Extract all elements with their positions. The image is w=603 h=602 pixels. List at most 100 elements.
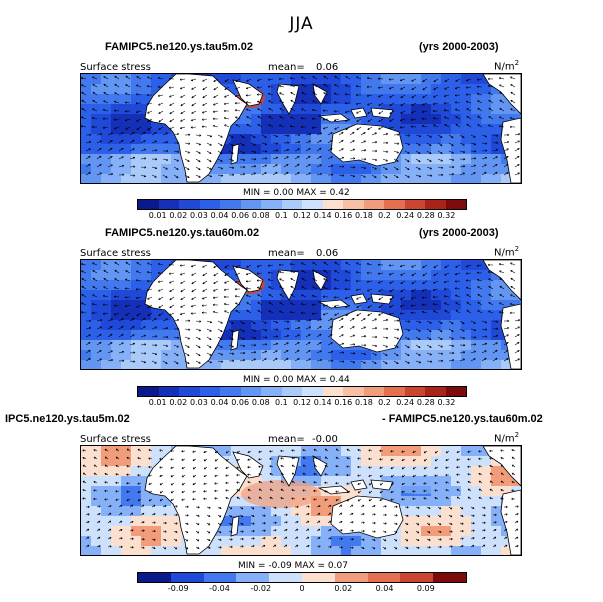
colorbar-swatch	[302, 387, 323, 396]
colorbar-swatch	[240, 200, 261, 209]
colorbar-tick-label: 0.06	[231, 211, 250, 220]
colorbar-swatch	[269, 573, 302, 582]
colorbar-swatch	[220, 387, 241, 396]
colorbar-tick-label: 0.28	[416, 211, 435, 220]
panel1-min-max: MIN = 0.00 MAX = 0.42	[243, 188, 350, 198]
colorbar-swatch	[138, 573, 171, 582]
colorbar-tick-label: 0.01	[148, 398, 167, 407]
colorbar-tick-label: 0.02	[334, 584, 353, 593]
panel2-map	[80, 259, 522, 370]
colorbar-tick-label: 0.03	[189, 398, 208, 407]
colorbar-swatch	[199, 200, 220, 209]
colorbar-swatch	[334, 573, 368, 582]
panel1-mean-value: 0.06	[316, 62, 339, 73]
colorbar-swatch	[363, 200, 384, 209]
colorbar-tick-label: 0.01	[148, 211, 167, 220]
colorbar-tick-label: 0.2	[378, 211, 391, 220]
colorbar-tick-label: 0.18	[354, 211, 373, 220]
colorbar-tick-label: 0.08	[251, 398, 270, 407]
colorbar-swatch	[302, 200, 323, 209]
colorbar-tick-label: 0.03	[189, 211, 208, 220]
panel2-colorbar-ticks: 0.01 0.02 0.03 0.04 0.06 0.08 0.1 0.12 0.14 0.16 0…	[137, 398, 467, 408]
panel2-mean-value: 0.06	[316, 248, 339, 259]
colorbar-swatch	[322, 200, 343, 209]
panel1-colorbar	[137, 199, 467, 210]
panel2-min-max: MIN = 0.00 MAX = 0.44	[243, 375, 350, 385]
colorbar-swatch	[240, 387, 261, 396]
colorbar-swatch	[236, 573, 270, 582]
colorbar-swatch	[384, 200, 405, 209]
colorbar-tick-label: 0.32	[437, 398, 456, 407]
colorbar-swatch	[220, 200, 241, 209]
colorbar-tick-label: 0.04	[210, 398, 229, 407]
colorbar-swatch	[445, 387, 466, 396]
panel2-field-label: Surface stress	[80, 248, 151, 259]
colorbar-tick-label: 0.02	[169, 398, 188, 407]
colorbar-tick-label: 0.08	[251, 211, 270, 220]
panel2-years: (yrs 2000-2003)	[419, 227, 499, 239]
panel3-colorbar-ticks: -0.09 -0.04 -0.02 0 0.02 0.04 0.09	[137, 584, 467, 594]
colorbar-tick-label: 0.04	[210, 211, 229, 220]
colorbar-tick-label: 0	[299, 584, 305, 593]
panel3-units: N/m2	[494, 431, 520, 445]
colorbar-tick-label: 0.16	[334, 211, 353, 220]
colorbar-tick-label: 0.28	[416, 398, 435, 407]
panel2-colorbar	[137, 386, 467, 397]
panel1-field-label: Surface stress	[80, 62, 151, 73]
colorbar-swatch	[179, 200, 200, 209]
colorbar-swatch	[384, 387, 405, 396]
panel2-case-label: FAMIPC5.ne120.ys.tau60m.02	[105, 227, 260, 239]
colorbar-swatch	[433, 573, 466, 582]
colorbar-swatch	[322, 387, 343, 396]
colorbar-swatch	[367, 573, 401, 582]
panel3-case-label-left: IPC5.ne120.ys.tau5m.02	[5, 413, 130, 425]
colorbar-swatch	[404, 200, 425, 209]
panel3-colorbar	[137, 572, 467, 583]
colorbar-swatch	[363, 387, 384, 396]
colorbar-swatch	[138, 387, 159, 396]
panel1-mean-label: mean=	[268, 62, 305, 73]
colorbar-tick-label: 0.1	[275, 398, 288, 407]
colorbar-swatch	[343, 200, 364, 209]
colorbar-swatch	[445, 200, 466, 209]
colorbar-swatch	[179, 387, 200, 396]
colorbar-tick-label: 0.14	[313, 211, 332, 220]
panel3-map	[80, 445, 522, 556]
colorbar-tick-label: 0.24	[396, 211, 415, 220]
panel2-mean-label: mean=	[268, 248, 305, 259]
colorbar-swatch	[138, 200, 159, 209]
panel1-units: N/m2	[494, 59, 520, 73]
panel3-min-max: MIN = -0.09 MAX = 0.07	[238, 561, 348, 571]
season-title: JJA	[289, 14, 314, 34]
panel3-field-label: Surface stress	[80, 434, 151, 445]
colorbar-swatch	[281, 387, 302, 396]
colorbar-swatch	[261, 387, 282, 396]
colorbar-tick-label: 0.32	[437, 211, 456, 220]
panel1-case-label: FAMIPC5.ne120.ys.tau5m.02	[105, 41, 253, 53]
panel2-units: N/m2	[494, 245, 520, 259]
colorbar-swatch	[343, 387, 364, 396]
colorbar-tick-label: -0.02	[250, 584, 272, 593]
panel1-colorbar-ticks: 0.01 0.02 0.03 0.04 0.06 0.08 0.1 0.12 0.14 0.16 0…	[137, 211, 467, 221]
colorbar-swatch	[261, 200, 282, 209]
panel3-mean-value: -0.00	[312, 434, 338, 445]
colorbar-swatch	[425, 200, 446, 209]
colorbar-swatch	[400, 573, 434, 582]
panel1-map	[80, 73, 522, 184]
colorbar-tick-label: 0.16	[334, 398, 353, 407]
panel3-mean-label: mean=	[268, 434, 305, 445]
colorbar-swatch	[158, 200, 179, 209]
colorbar-tick-label: 0.04	[375, 584, 394, 593]
colorbar-swatch	[301, 573, 335, 582]
colorbar-tick-label: 0.1	[275, 211, 288, 220]
colorbar-tick-label: -0.09	[167, 584, 189, 593]
colorbar-tick-label: 0.14	[313, 398, 332, 407]
colorbar-swatch	[158, 387, 179, 396]
colorbar-swatch	[281, 200, 302, 209]
colorbar-tick-label: 0.09	[416, 584, 435, 593]
colorbar-swatch	[425, 387, 446, 396]
panel3-case-label-right: - FAMIPC5.ne120.ys.tau60m.02	[382, 413, 543, 425]
colorbar-swatch	[170, 573, 204, 582]
colorbar-swatch	[404, 387, 425, 396]
colorbar-swatch	[203, 573, 237, 582]
